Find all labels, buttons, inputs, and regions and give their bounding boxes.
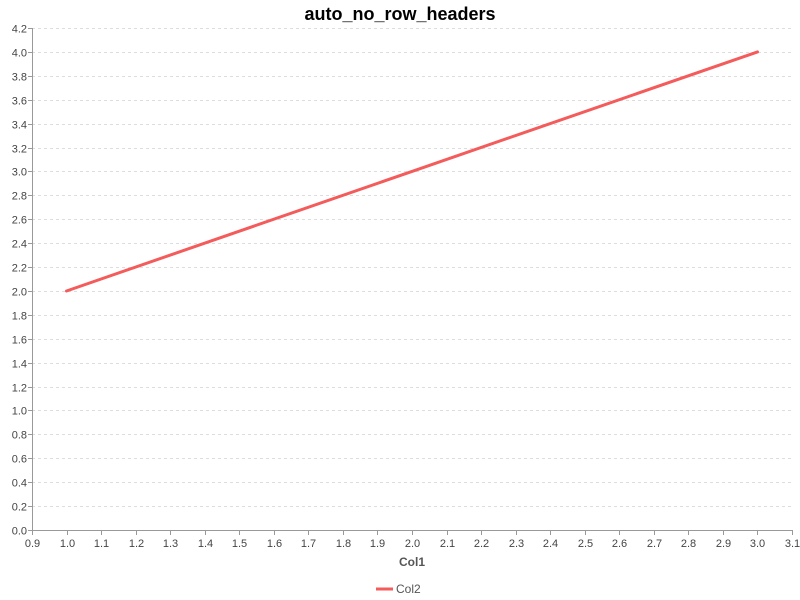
x-axis-label: Col1	[399, 555, 425, 569]
y-tick-label: 0.4	[12, 478, 27, 490]
y-tick-label: 2.6	[12, 215, 27, 227]
y-tick-label: 1.4	[12, 359, 27, 371]
x-tick-label: 2.8	[681, 538, 696, 550]
y-tick-label: 4.0	[12, 48, 27, 60]
x-tick-label: 1.4	[198, 538, 213, 550]
x-tick-label: 2.6	[612, 538, 627, 550]
y-tick-label: 3.8	[12, 72, 27, 84]
chart-title: auto_no_row_headers	[304, 4, 495, 24]
data-point[interactable]	[65, 290, 68, 293]
x-tick-label: 1.9	[370, 538, 385, 550]
x-tick-label: 3.0	[750, 538, 765, 550]
grid-lines	[32, 28, 792, 507]
x-tick-label: 1.5	[232, 538, 247, 550]
x-tick-label: 1.3	[163, 538, 178, 550]
x-tick-label: 2.1	[440, 538, 455, 550]
y-tick-label: 0.6	[12, 454, 27, 466]
legend[interactable]: Col2	[376, 582, 421, 596]
y-tick-label: 0.8	[12, 430, 27, 442]
x-tick-label: 1.7	[301, 538, 316, 550]
x-tick-label: 2.3	[509, 538, 524, 550]
x-tick-label: 2.2	[474, 538, 489, 550]
x-tick-label: 2.9	[716, 538, 731, 550]
x-tick-label: 1.8	[336, 538, 351, 550]
y-tick-label: 0.0	[12, 526, 27, 538]
x-tick-label: 1.6	[267, 538, 282, 550]
y-tick-label: 1.8	[12, 311, 27, 323]
y-tick-label: 0.2	[12, 502, 27, 514]
x-tick-label: 1.2	[129, 538, 144, 550]
y-tick-label: 3.6	[12, 96, 27, 108]
x-tick-label: 3.1	[785, 538, 800, 550]
x-tick-label: 2.7	[647, 538, 662, 550]
y-tick-label: 3.2	[12, 144, 27, 156]
data-point[interactable]	[411, 170, 414, 173]
x-tick-label: 2.4	[543, 538, 558, 550]
x-tick-label: 1.0	[60, 538, 75, 550]
axes: 0.0 0.2 0.4 0.6 0.8 1.0 1.2 1.4 1.6 1.8 2.0 2.2 2.4 2…	[12, 24, 800, 551]
y-tick-label: 3.4	[12, 120, 27, 132]
y-tick-label: 4.2	[12, 24, 27, 36]
x-tick-label: 1.1	[94, 538, 109, 550]
data-point[interactable]	[756, 50, 759, 53]
y-tick-label: 2.4	[12, 239, 27, 251]
x-tick-label: 0.9	[25, 538, 40, 550]
y-tick-label: 3.0	[12, 167, 27, 179]
y-tick-label: 2.8	[12, 191, 27, 203]
y-tick-label: 1.0	[12, 406, 27, 418]
legend-label-col2[interactable]: Col2	[396, 582, 421, 596]
series-line-col2[interactable]	[65, 50, 759, 293]
x-tick-label: 2.0	[405, 538, 420, 550]
y-tick-label: 1.6	[12, 335, 27, 347]
y-tick-label: 1.2	[12, 383, 27, 395]
y-tick-label: 2.2	[12, 263, 27, 275]
series-lines	[65, 50, 759, 293]
y-tick-label: 2.0	[12, 287, 27, 299]
x-tick-label: 2.5	[578, 538, 593, 550]
